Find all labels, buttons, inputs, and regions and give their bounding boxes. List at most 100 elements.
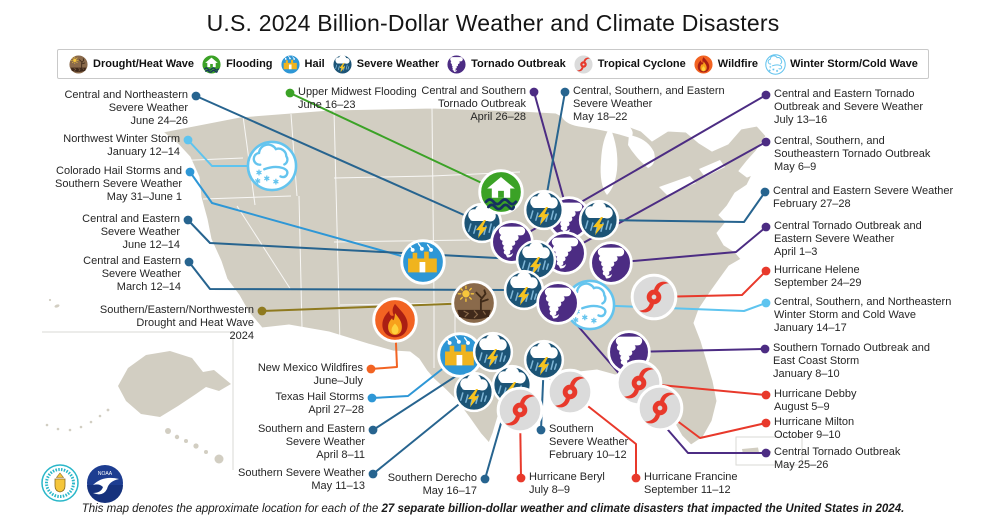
legend-label: Tornado Outbreak: [471, 58, 566, 70]
disaster-label-line: Northwest Winter Storm: [63, 133, 180, 145]
leader-line: [372, 391, 475, 475]
disaster-label: Southern Severe Weather May 11–13: [238, 467, 365, 493]
hawaii-inset: [165, 428, 224, 464]
disaster-label: Hurricane Beryl July 8–9: [529, 471, 605, 497]
legend-item-hail: Hail: [279, 53, 325, 75]
disaster-label-line: Tornado Outbreak: [437, 98, 526, 110]
disaster-label-line: East Coast Storm: [773, 355, 860, 367]
tropical-cyclone-icon: [546, 368, 594, 416]
label-dot: [631, 473, 641, 483]
disaster-label-line: October 9–10: [774, 429, 841, 441]
disaster-label: Central and Northeastern Severe Weather Ju…: [64, 89, 188, 128]
disaster-label-line: July 13–16: [774, 114, 828, 126]
disaster-label-line: Severe Weather: [285, 436, 365, 448]
disaster-label-line: Central and Southern: [421, 85, 526, 97]
label-dot: [368, 425, 378, 435]
wildfire-icon: [692, 53, 714, 75]
severe-weather-icon: [523, 189, 565, 231]
disaster-label: Central and Eastern Severe Weather March 1…: [83, 255, 181, 294]
disaster-label-line: Winter Storm and Cold Wave: [774, 309, 917, 321]
disaster-label-line: Central, Southern, and: [774, 135, 885, 147]
disaster-label: Southern Severe Weather February 10–12: [549, 423, 628, 462]
disaster-label: Upper Midwest Flooding June 16–23: [298, 86, 417, 112]
label-dot: [366, 364, 376, 374]
flooding-icon: [201, 53, 222, 75]
disaster-label-line: Colorado Hail Storms and: [56, 165, 182, 177]
label-dot: [183, 215, 193, 225]
disaster-label: Central, Southern, and Southeastern Torna…: [774, 135, 930, 174]
disaster-label-line: August 5–9: [774, 401, 830, 413]
disaster-label-line: Southern and Eastern: [257, 423, 365, 435]
label-dot: [185, 167, 195, 177]
disaster-label-line: Central and Eastern Severe Weather: [773, 185, 954, 197]
disaster-label: Southern Derecho May 16–17: [388, 472, 477, 498]
disaster-label-line: January 8–10: [773, 368, 840, 380]
disaster-label-line: Drought and Heat Wave: [136, 317, 254, 329]
disaster-label-line: Southern Severe Weather: [238, 467, 365, 479]
label-dot: [257, 306, 267, 316]
disaster-label: Hurricane Francine September 11–12: [644, 471, 738, 497]
disaster-label-line: June 24–26: [130, 115, 189, 127]
great-lakes: [562, 112, 725, 195]
page-title: U.S. 2024 Billion-Dollar Weather and Cli…: [206, 10, 780, 36]
disaster-label-line: Central Tornado Outbreak: [774, 446, 901, 458]
leader-line: [653, 270, 767, 298]
legend-item-flooding: Flooding: [201, 53, 273, 75]
drought-icon: [68, 53, 89, 75]
disaster-label: Central Tornado Outbreak and Eastern Seve…: [774, 220, 922, 259]
leader-line: [533, 91, 570, 219]
hail-icon: [279, 53, 301, 75]
disaster-label-line: April 27–28: [308, 404, 364, 416]
disaster-label-line: Central and Northeastern: [64, 89, 188, 101]
disaster-label: Southern and Eastern Severe Weather April …: [258, 423, 365, 462]
disaster-label-line: September 11–12: [644, 484, 731, 496]
label-dot: [367, 393, 377, 403]
wildfire-icon: [372, 297, 418, 343]
label-dot: [516, 473, 526, 483]
legend-item-tropical-cyclone: Tropical Cyclone: [572, 53, 686, 75]
noaa-logo: NOAA: [87, 465, 123, 503]
label-dot: [480, 474, 490, 484]
disaster-label-line: April 1–3: [774, 246, 818, 258]
label-dot: [183, 135, 193, 145]
disaster-label-line: June 16–23: [298, 99, 356, 111]
disaster-label-line: Southern Severe Weather: [55, 178, 182, 190]
hail-icon: [400, 239, 446, 285]
disaster-label-line: June–July: [313, 375, 363, 387]
severe-weather-icon: [472, 331, 514, 373]
tropical-cyclone-icon: [636, 384, 684, 432]
legend-label: Severe Weather: [356, 58, 440, 70]
disaster-label-line: Southeastern Tornado Outbreak: [774, 148, 931, 160]
disaster-label-line: March 12–14: [116, 281, 181, 293]
disaster-label-line: Hurricane Milton: [774, 416, 855, 428]
label-dot: [761, 222, 771, 232]
noaa-logo-text: NOAA: [98, 471, 113, 477]
disaster-label: Southern/Eastern/Northwestern Drought and…: [100, 304, 254, 343]
disaster-label-line: Hurricane Beryl: [529, 471, 605, 483]
disaster-label-line: Central Tornado Outbreak and: [774, 220, 922, 232]
label-dot: [536, 425, 546, 435]
disaster-label: Central and Eastern Severe Weather June 12…: [82, 213, 180, 252]
winter-storm-icon: [246, 140, 298, 192]
severe-weather-icon: [578, 199, 620, 241]
tornado-icon: [446, 53, 468, 75]
disaster-label-line: May 18–22: [573, 111, 628, 123]
disaster-label-line: September 24–29: [774, 277, 862, 289]
label-dot: [761, 137, 771, 147]
disaster-label-line: Hurricane Helene: [774, 264, 860, 276]
disaster-label-line: May 16–17: [422, 485, 477, 497]
severe-weather-icon: [331, 53, 353, 75]
disaster-label: Hurricane Milton October 9–10: [774, 416, 854, 442]
disaster-label: Southern Tornado Outbreak and East Coast …: [773, 342, 930, 381]
disaster-label-line: Hurricane Debby: [774, 388, 857, 400]
disaster-label-line: Southern/Eastern/Northwestern: [99, 304, 254, 316]
leader-line: [557, 302, 766, 454]
disaster-label: Colorado Hail Storms and Southern Severe …: [55, 165, 182, 204]
winter-storm-icon: [765, 53, 786, 75]
disaster-label-line: New Mexico Wildfires: [257, 362, 363, 374]
disaster-label-line: Central, Southern, and Eastern: [573, 85, 725, 97]
disaster-label-line: February 10–12: [549, 449, 627, 461]
inset-frames: [42, 331, 803, 470]
disaster-label: Central, Southern, and Northeastern Winte…: [774, 296, 951, 335]
